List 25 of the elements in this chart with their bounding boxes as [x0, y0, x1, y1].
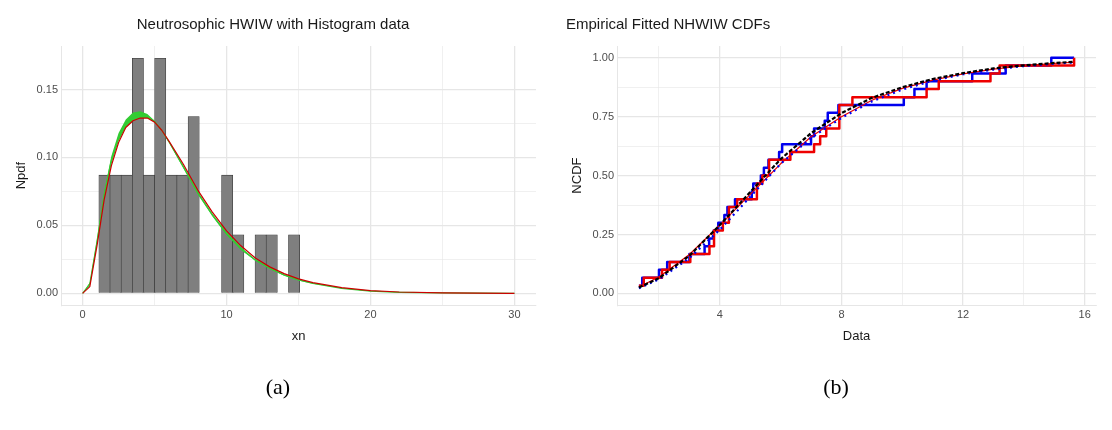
- y-axis-title: Npdf: [13, 161, 29, 190]
- x-tick-label: 16: [1078, 307, 1091, 320]
- x-tick-label: 0: [79, 307, 86, 320]
- y-tick-label: 0.10: [36, 150, 59, 163]
- x-tick-label: 30: [508, 307, 521, 320]
- chart-title: Neutrosophic HWIW with Histogram data: [136, 15, 410, 33]
- y-tick-label: 0.05: [36, 218, 59, 231]
- text: (b): [822, 374, 850, 400]
- y-tick-label: 0.15: [36, 82, 59, 95]
- y-axis-title: NCDF: [569, 157, 585, 194]
- x-tick-label: 4: [716, 307, 723, 320]
- y-tick-label: 0.00: [592, 286, 615, 299]
- x-tick-label: 20: [364, 307, 377, 320]
- y-tick-label: 0.25: [592, 227, 615, 240]
- x-axis-title: xn: [291, 327, 306, 343]
- y-tick-label: 0.00: [36, 286, 59, 299]
- x-tick-label: 8: [838, 307, 845, 320]
- text: (a): [264, 374, 292, 400]
- y-tick-label: 1.00: [592, 50, 615, 63]
- y-tick-label: 0.75: [592, 109, 615, 122]
- chart-title: Empirical Fitted NHWIW CDFs: [566, 15, 771, 33]
- x-tick-label: 10: [220, 307, 233, 320]
- y-tick-label: 0.50: [592, 168, 615, 181]
- x-axis-title: Data: [842, 327, 871, 343]
- x-tick-label: 12: [956, 307, 970, 320]
